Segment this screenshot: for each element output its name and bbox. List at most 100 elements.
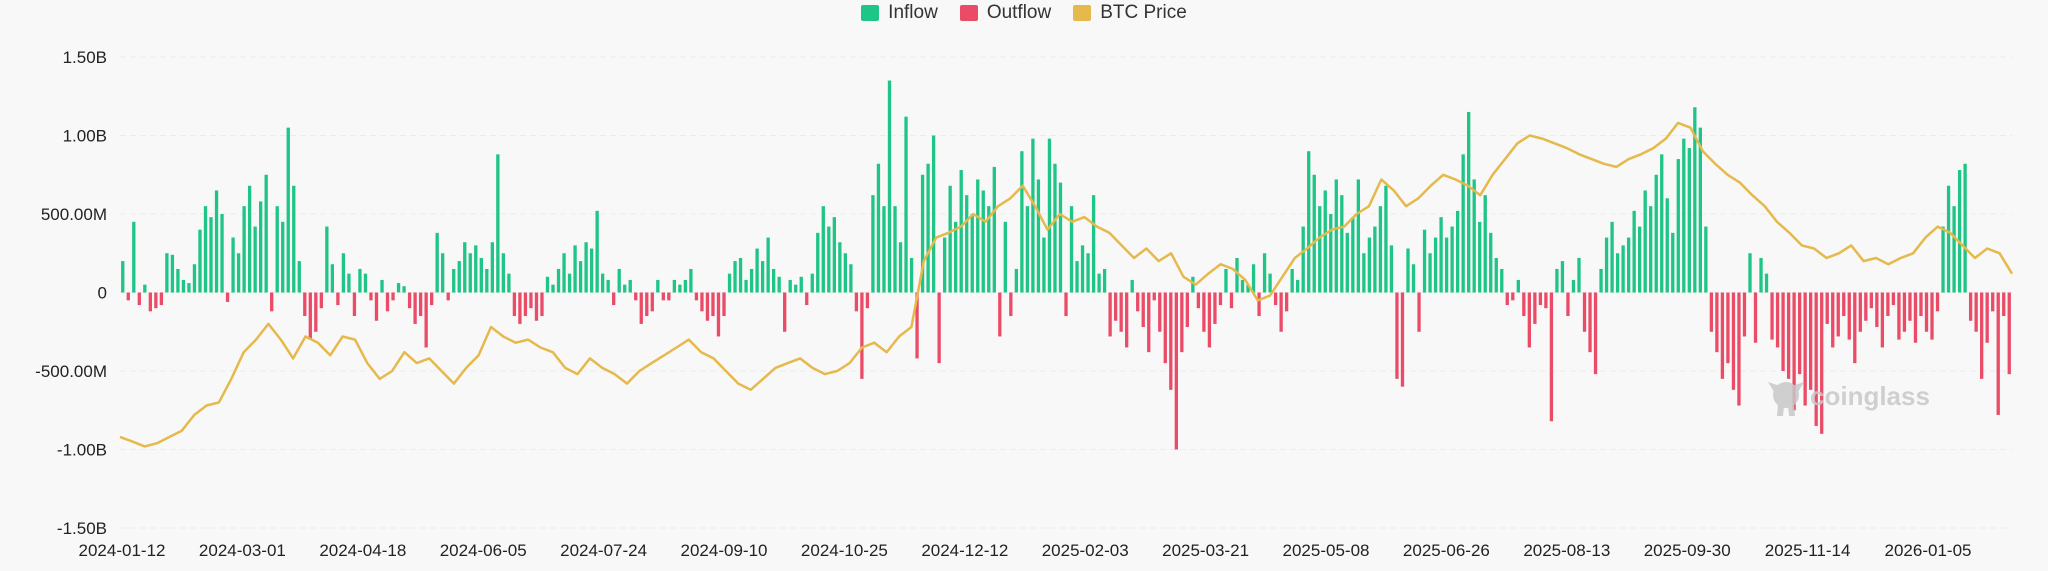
inflow-bar [181, 279, 186, 293]
y-tick-label: -1.50B [57, 519, 107, 538]
outflow-bar [645, 292, 649, 317]
outflow-bar [1279, 292, 1283, 332]
inflow-bar [1665, 198, 1669, 293]
outflow-bar [1980, 292, 1984, 379]
outflow-bar [650, 292, 654, 312]
inflow-bar [1577, 257, 1581, 293]
inflow-bar [733, 261, 737, 293]
inflow-bar [1632, 210, 1636, 293]
inflow-bar [203, 206, 208, 293]
outflow-bar [711, 292, 715, 317]
outflow-bar [1196, 292, 1201, 309]
inflow-bar [132, 221, 136, 293]
inflow-bar [1053, 163, 1057, 293]
outflow-bar [854, 292, 859, 312]
inflow-bar [1676, 159, 1680, 293]
outflow-bar [1886, 292, 1890, 317]
legend-label-outflow: Outflow [986, 2, 1052, 23]
inflow-bar [1080, 245, 1085, 293]
outflow-bar [529, 292, 533, 309]
outflow-bar [634, 292, 638, 301]
legend-label-inflow: Inflow [888, 2, 938, 23]
inflow-bar [264, 174, 268, 293]
inflow-bar [1649, 206, 1653, 293]
outflow-bar [1974, 292, 1978, 332]
inflow-bar [1102, 268, 1107, 293]
outflow-bar [1582, 292, 1587, 332]
inflow-bar [402, 286, 406, 293]
legend-item-btc-price[interactable]: BTC Price [1073, 2, 1187, 24]
inflow-bar [1764, 273, 1769, 293]
outflow-bar [1511, 292, 1515, 301]
inflow-bar [330, 264, 335, 293]
x-tick-label: 2025-02-03 [1042, 541, 1129, 560]
inflow-bar [1483, 195, 1487, 293]
inflow-bar [457, 261, 461, 293]
inflow-bar [628, 279, 632, 293]
outflow-bar [1136, 292, 1140, 312]
inflow-bar [1318, 206, 1322, 293]
inflow-bar [738, 257, 743, 293]
outflow-bar [1522, 292, 1526, 317]
x-tick-label: 2024-12-12 [921, 541, 1008, 560]
outflow-bar [1180, 292, 1184, 353]
outflow-bar [1902, 292, 1907, 332]
inflow-bar [1759, 257, 1763, 293]
outflow-bar [1913, 292, 1918, 343]
outflow-bar [1185, 292, 1190, 328]
inflow-bar [799, 276, 803, 293]
inflow-bar [948, 185, 952, 293]
legend-item-outflow[interactable]: Outflow [959, 2, 1052, 24]
inflow-bar [468, 253, 472, 293]
inflow-bar [1268, 273, 1272, 293]
inflow-bar [573, 245, 577, 293]
outflow-bar [1202, 292, 1206, 332]
outflow-bar [1825, 292, 1829, 324]
inflow-bar [501, 253, 506, 293]
inflow-bar [1031, 138, 1035, 293]
outflow-bar [1737, 292, 1741, 406]
outflow-bar [805, 292, 809, 306]
inflow-bar [920, 174, 925, 293]
inflow-bar [1224, 268, 1228, 293]
outflow-bar [1163, 292, 1167, 364]
outflow-bar [915, 292, 919, 359]
inflow-bar [1467, 111, 1471, 293]
inflow-bar [931, 135, 936, 293]
outflow-bar [1158, 292, 1162, 332]
inflow-bar [926, 163, 930, 293]
inflow-bar [595, 210, 599, 293]
outflow-bar [1908, 292, 1912, 321]
outflow-bar [694, 292, 699, 301]
flow-bars [121, 80, 2011, 450]
outflow-bar [1792, 292, 1796, 411]
outflow-bar [270, 292, 274, 312]
x-tick-label: 2024-06-05 [440, 541, 527, 560]
outflow-bar [1218, 292, 1223, 306]
inflow-bar [1020, 151, 1024, 293]
outflow-bar [998, 292, 1002, 337]
x-tick-label: 2025-08-13 [1523, 541, 1610, 560]
inflow-bar [236, 253, 241, 293]
outflow-bar [1775, 292, 1780, 348]
inflow-bar [1478, 221, 1482, 293]
inflow-bar [1345, 232, 1349, 293]
inflow-bar [849, 264, 853, 293]
x-axis: 2024-01-12 2024-03-01 2024-04-18 2024-06-05… [79, 541, 1972, 560]
outflow-bar [159, 292, 164, 306]
inflow-bar [325, 226, 329, 293]
btc-price-line [119, 121, 2014, 448]
inflow-bar [275, 206, 279, 293]
inflow-bar [954, 221, 958, 293]
inflow-bar [871, 195, 875, 293]
watermark-logo-shape [1768, 382, 1804, 416]
inflow-bar [1444, 237, 1449, 293]
outflow-bar [446, 292, 450, 301]
outflow-bar [518, 292, 522, 324]
inflow-bar [843, 253, 848, 293]
inflow-bar [567, 273, 572, 293]
inflow-bar [1693, 107, 1697, 293]
legend-item-inflow[interactable]: Inflow [861, 2, 938, 24]
outflow-bar [534, 292, 539, 321]
inflow-bar [942, 237, 947, 293]
